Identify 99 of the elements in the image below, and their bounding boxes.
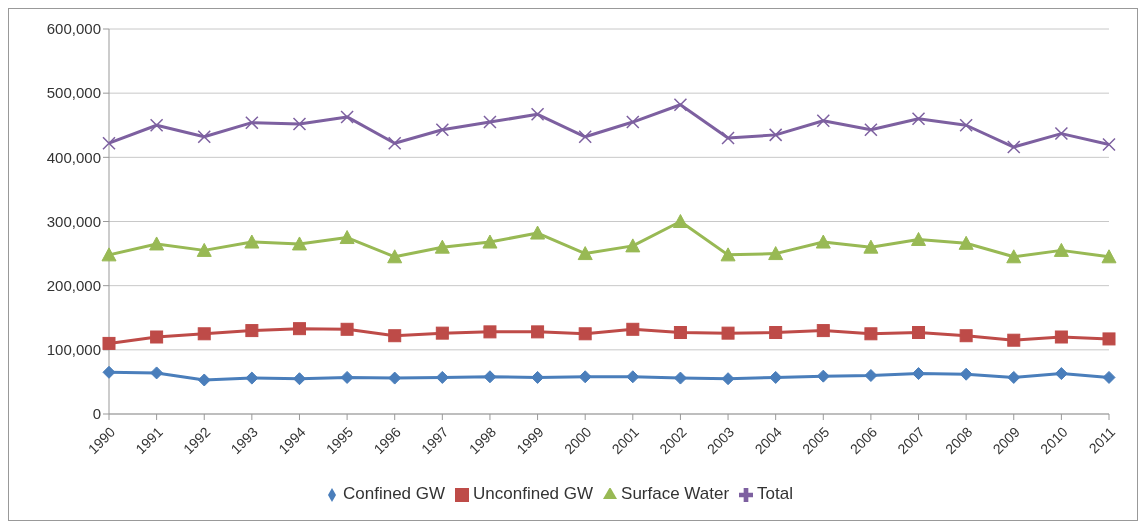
point [816, 369, 830, 383]
point [1054, 330, 1068, 344]
point [673, 97, 688, 112]
y-tick-label: 200,000 [46, 276, 101, 294]
point [721, 131, 735, 145]
point [626, 322, 640, 336]
y-tick-label: 0 [92, 405, 101, 423]
point [1054, 126, 1069, 141]
y-tick-label: 600,000 [46, 20, 101, 38]
point [434, 239, 450, 254]
point [245, 324, 259, 338]
point [531, 370, 545, 384]
point [1101, 249, 1117, 264]
point [577, 246, 593, 261]
point [816, 114, 831, 128]
legend-label: Total [757, 484, 793, 503]
point [245, 371, 259, 385]
point [197, 130, 211, 144]
point [911, 231, 927, 246]
point [1102, 332, 1116, 346]
point [864, 369, 878, 382]
point [101, 247, 117, 262]
point [292, 372, 306, 386]
point [197, 327, 211, 341]
point [483, 370, 497, 384]
point [102, 336, 116, 350]
point [578, 327, 592, 341]
point [1007, 140, 1021, 154]
point [388, 329, 402, 343]
point [720, 247, 736, 262]
point [815, 234, 831, 249]
point [150, 366, 164, 380]
point [1053, 242, 1069, 257]
point [1007, 333, 1021, 347]
point [291, 236, 307, 251]
point [768, 246, 784, 261]
legend-label: Unconfined GW [473, 484, 594, 503]
point [149, 118, 164, 132]
point [483, 115, 497, 129]
point [388, 371, 402, 385]
point [912, 367, 926, 381]
point [816, 324, 830, 338]
point [245, 115, 259, 130]
point [721, 326, 735, 340]
point [339, 230, 355, 245]
point [1006, 249, 1022, 264]
point [578, 130, 592, 144]
y-tick-label: 100,000 [46, 341, 101, 359]
point [102, 136, 116, 150]
point [768, 128, 783, 142]
point [482, 234, 498, 249]
point [673, 326, 687, 340]
point [721, 372, 735, 386]
point [387, 136, 402, 150]
point [864, 327, 878, 341]
point [102, 365, 116, 379]
point [864, 122, 878, 137]
point [912, 326, 926, 340]
point [959, 367, 973, 381]
legend-label: Surface Water [621, 484, 730, 503]
point [769, 326, 783, 340]
point [435, 326, 449, 340]
point [959, 118, 973, 132]
point [959, 329, 973, 343]
point [292, 322, 306, 336]
y-tick-label: 500,000 [46, 84, 101, 102]
point [769, 370, 783, 384]
y-tick-label: 300,000 [46, 212, 101, 230]
point [1102, 370, 1116, 384]
point [1054, 367, 1068, 381]
point [578, 370, 592, 384]
point [625, 238, 641, 253]
point [626, 370, 640, 384]
point [863, 239, 879, 254]
point [483, 325, 497, 339]
point [531, 325, 545, 339]
point [673, 371, 687, 385]
point [292, 117, 307, 131]
point [1102, 137, 1116, 152]
point [149, 236, 165, 251]
point [340, 370, 354, 384]
point [958, 235, 974, 250]
point [150, 330, 164, 344]
point [197, 373, 211, 387]
point [672, 214, 688, 228]
y-tick-label: 400,000 [46, 148, 101, 166]
point [340, 110, 354, 124]
point [911, 112, 926, 126]
point [244, 234, 260, 249]
point [340, 322, 354, 336]
point [435, 122, 450, 137]
point [196, 242, 212, 257]
point [530, 107, 545, 122]
point [387, 249, 403, 264]
point [530, 225, 546, 240]
legend-label: Confined GW [343, 484, 446, 503]
point [626, 115, 640, 129]
point [1007, 370, 1021, 384]
point [435, 370, 449, 384]
